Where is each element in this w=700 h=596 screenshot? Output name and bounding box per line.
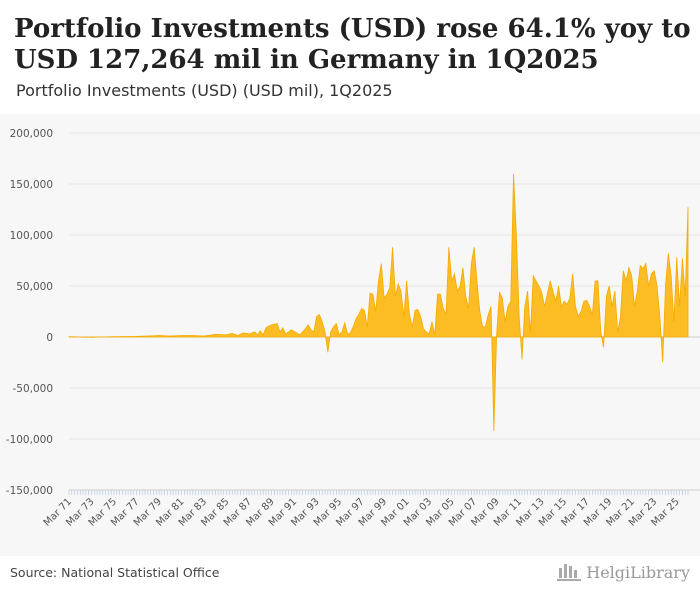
y-tick-label: -50,000 <box>12 383 53 395</box>
y-tick-label: 150,000 <box>10 179 53 191</box>
chart-subtitle: Portfolio Investments (USD) (USD mil), 1… <box>16 81 393 100</box>
y-tick-label: -100,000 <box>6 434 53 446</box>
series-area-path <box>68 173 689 431</box>
series-area <box>68 173 689 431</box>
y-tick-label: 50,000 <box>16 281 53 293</box>
chart-title: Portfolio Investments (USD) rose 64.1% y… <box>14 14 691 75</box>
library-icon <box>557 564 582 581</box>
brand-name: HelgiLibrary <box>586 562 690 582</box>
y-tick-label: 200,000 <box>10 128 53 140</box>
y-tick-label: 0 <box>46 332 53 344</box>
brand-logo[interactable]: HelgiLibrary <box>556 562 690 582</box>
y-tick-label: 100,000 <box>10 230 53 242</box>
source-note: Source: National Statistical Office <box>10 565 220 580</box>
y-tick-label: -150,000 <box>6 485 53 497</box>
y-axis-labels: 200,000 150,000 100,000 50,000 0 -50,000 -100,… <box>6 128 53 497</box>
